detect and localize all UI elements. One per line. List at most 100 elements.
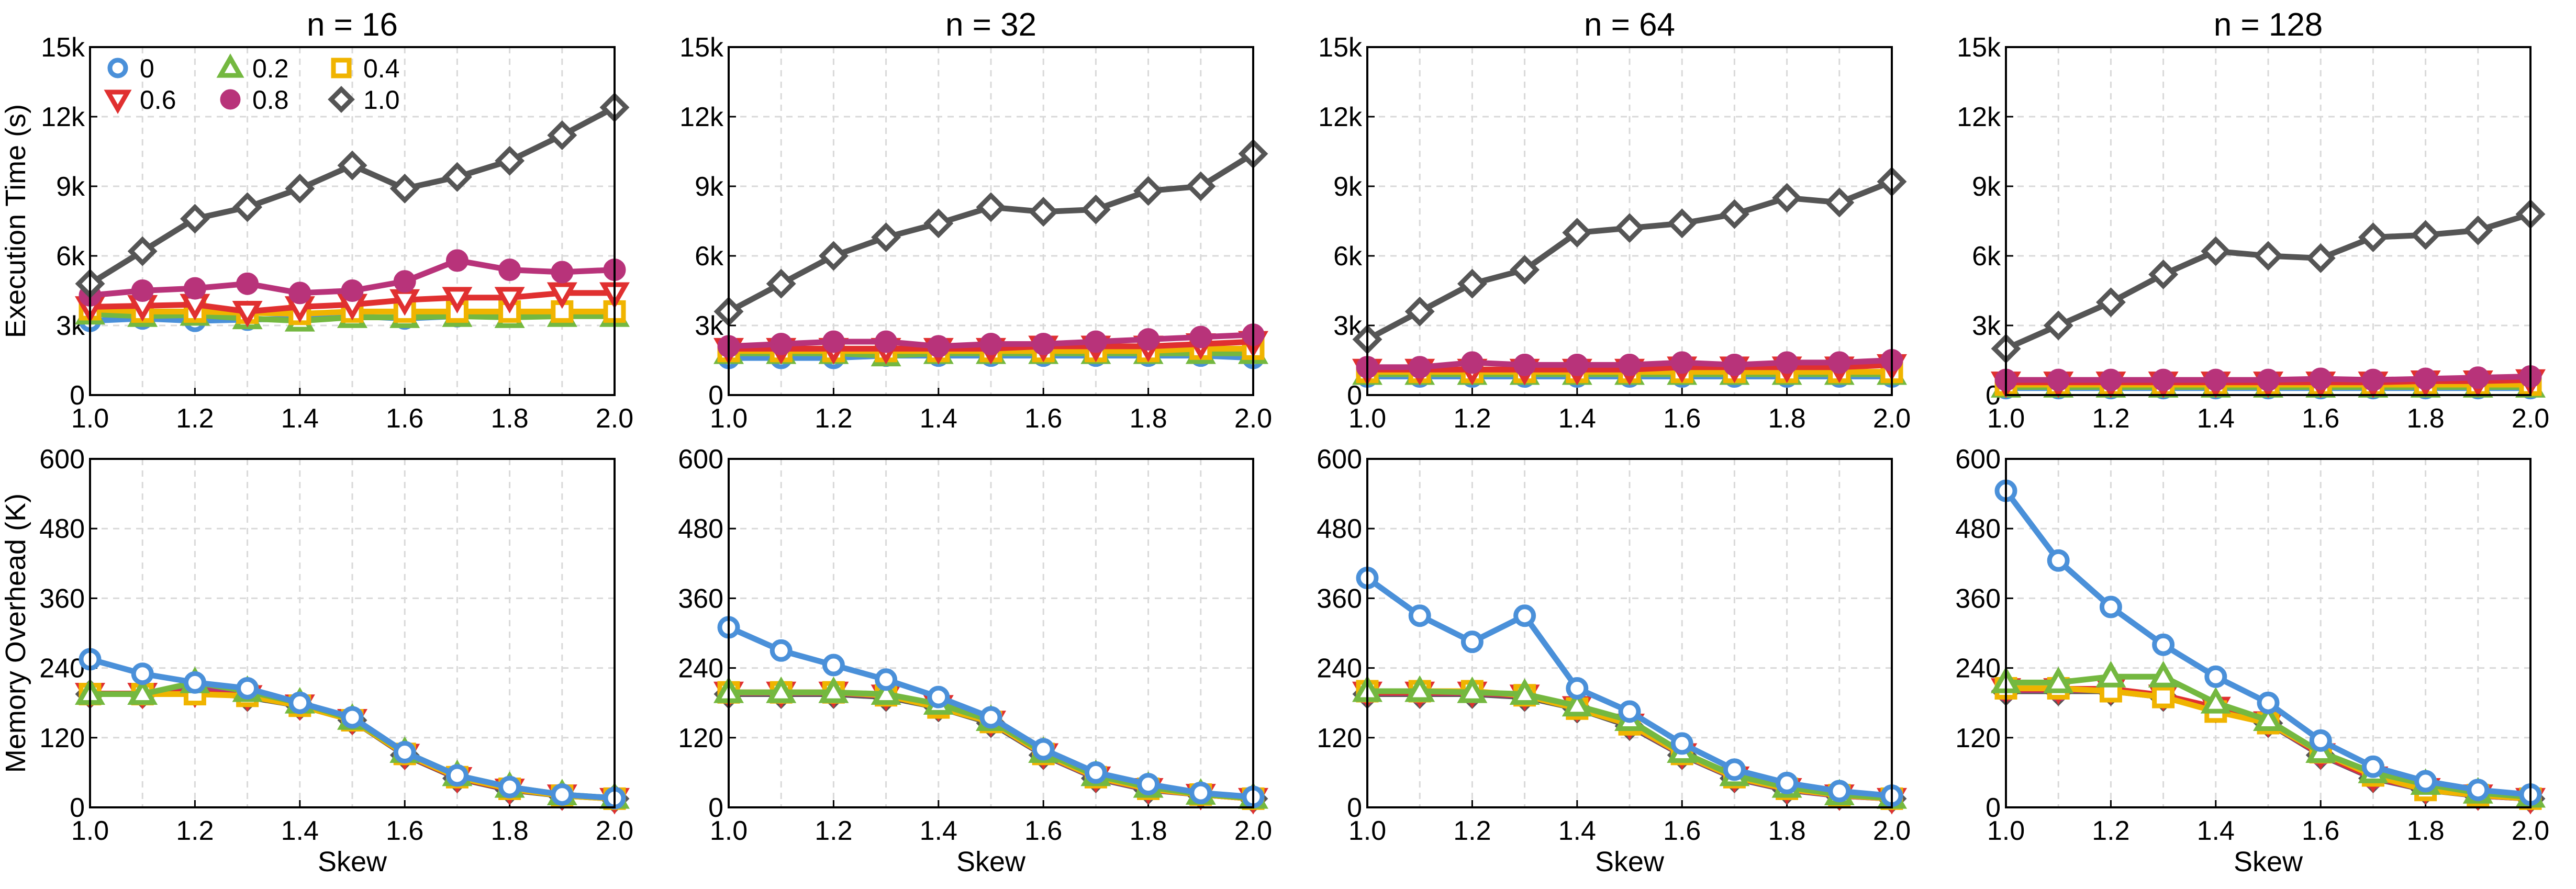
y-tick-label: 600	[1317, 444, 1362, 475]
point-0	[1723, 758, 1746, 781]
point-0.2	[1509, 678, 1540, 705]
point-0	[1137, 773, 1160, 796]
y-tick-label: 12k	[679, 102, 724, 132]
x-tick-label: 1.8	[1768, 816, 1805, 846]
series-0	[1356, 567, 1903, 807]
x-tick-label: 1.6	[1663, 403, 1701, 434]
x-tick-label: 2.0	[596, 816, 633, 846]
point-0.8	[2099, 368, 2122, 391]
point-0.2	[2252, 704, 2284, 731]
x-tick-label: 1.0	[1348, 403, 1386, 434]
series-0.8	[79, 249, 626, 307]
point-0.2	[2148, 660, 2179, 688]
point-1.0	[232, 192, 263, 222]
x-tick-label: 2.0	[596, 403, 633, 434]
point-0.8	[2047, 368, 2070, 391]
series-0	[717, 616, 1265, 808]
y-tick-label: 480	[39, 514, 85, 544]
x-tick-label: 1.8	[1129, 816, 1167, 846]
x-tick-label: 1.4	[920, 403, 957, 434]
point-0.8	[1618, 353, 1641, 376]
point-1.0	[1824, 187, 1855, 218]
legend-item-1.0: 1.0	[328, 85, 400, 115]
point-0	[1084, 761, 1107, 784]
point-0.8	[1408, 356, 1431, 379]
point-0	[979, 706, 1002, 729]
point-1.0	[766, 268, 796, 299]
point-0.8	[1032, 332, 1055, 355]
point-0.8	[2257, 368, 2280, 391]
point-0.2	[1562, 690, 1592, 717]
x-tick-label: 1.2	[815, 403, 852, 434]
point-0.8	[1776, 351, 1799, 374]
x-axis-title: Skew	[2234, 846, 2303, 877]
y-tick-label: 6k	[56, 241, 85, 272]
point-0	[1460, 631, 1484, 654]
point-0	[770, 639, 793, 662]
y-tick-label: 240	[1317, 654, 1362, 684]
point-0.8	[1460, 351, 1484, 374]
x-axis-title: Skew	[1595, 846, 1665, 877]
x-tick-label: 1.6	[2302, 816, 2339, 846]
legend-item-0.6: 0.6	[104, 85, 176, 115]
point-1.0	[1404, 296, 1435, 327]
series-0	[1994, 479, 2542, 806]
point-0	[551, 783, 574, 806]
point-0	[2204, 665, 2227, 688]
point-0	[822, 654, 845, 677]
x-tick-label: 2.0	[1873, 816, 1911, 846]
y-tick-label: 120	[678, 723, 723, 753]
plot-frame	[89, 458, 616, 808]
x-tick-label: 1.2	[815, 816, 852, 846]
series-0.8	[1356, 349, 1903, 379]
x-tick-label: 1.6	[1024, 403, 1062, 434]
point-0.8	[927, 335, 950, 358]
point-1.0	[1772, 183, 1802, 213]
point-0.8	[551, 261, 574, 284]
point-0	[1513, 604, 1536, 627]
point-1.0	[1186, 171, 1216, 201]
x-tick-label: 1.4	[2197, 403, 2235, 434]
point-1.0	[923, 208, 954, 239]
point-1.0	[1510, 255, 1540, 285]
point-1.0	[1719, 199, 1749, 229]
point-0.8	[1189, 325, 1212, 348]
plot-frame	[2005, 458, 2532, 808]
point-0	[2152, 633, 2175, 656]
point-1.0	[2148, 260, 2179, 289]
x-tick-label: 1.0	[1987, 816, 2025, 846]
y-tick-label: 120	[39, 723, 85, 753]
plot-frame	[728, 458, 1254, 808]
point-1.0	[180, 204, 210, 234]
plot-frame	[89, 46, 616, 396]
point-0.8	[2152, 368, 2175, 391]
point-0.8	[2204, 368, 2227, 391]
x-tick-label: 1.0	[1348, 816, 1386, 846]
legend-marker-0.6	[104, 89, 132, 114]
x-tick-label: 1.4	[920, 816, 957, 846]
x-tick-label: 1.6	[1663, 816, 1701, 846]
point-0	[2361, 755, 2384, 778]
x-tick-label: 1.2	[1453, 403, 1491, 434]
legend: 0 0.2 0.4 0.6 0.8 1.0	[104, 53, 400, 115]
point-1.0	[2463, 215, 2493, 245]
series-1.0	[75, 92, 630, 299]
point-0.8	[2467, 366, 2490, 389]
y-tick-label: 600	[39, 444, 85, 475]
legend-label: 0.4	[363, 54, 400, 83]
x-tick-label: 1.8	[2406, 403, 2444, 434]
y-tick-label: 480	[678, 514, 723, 544]
legend-label: 0.6	[140, 85, 176, 115]
x-tick-label: 2.0	[2512, 816, 2549, 846]
point-0.8	[1670, 351, 1693, 374]
x-tick-label: 2.0	[1234, 403, 1272, 434]
point-0	[1032, 738, 1055, 761]
point-0	[1189, 781, 1212, 804]
point-0.8	[2309, 367, 2332, 390]
point-1.0	[871, 222, 901, 252]
x-tick-label: 1.8	[490, 403, 528, 434]
x-tick-label: 1.8	[1768, 403, 1805, 434]
